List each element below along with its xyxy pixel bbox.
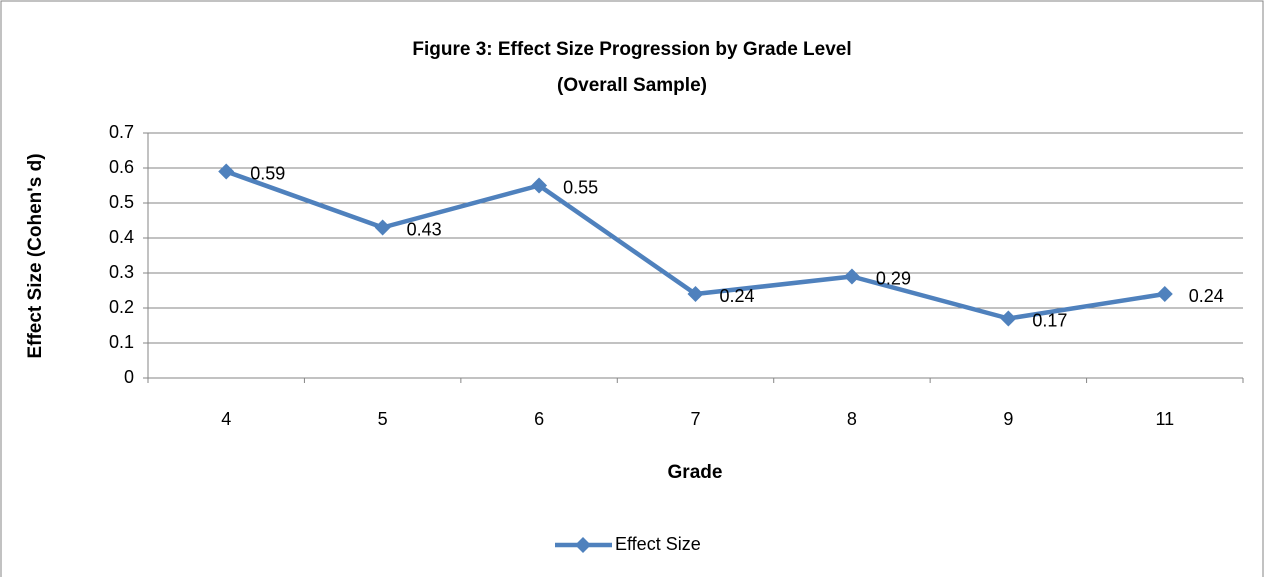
y-tick-label: 0.2 [109, 297, 134, 317]
marker [218, 163, 235, 180]
y-axis-title: Effect Size (Cohen's d) [25, 153, 46, 358]
data-label: 0.55 [563, 177, 598, 197]
y-tick-label: 0.6 [109, 157, 134, 177]
x-tick-label: 8 [847, 409, 857, 429]
marker [687, 286, 704, 302]
legend-label: Effect Size [615, 534, 701, 554]
data-label: 0.29 [876, 268, 911, 288]
marker [531, 177, 548, 194]
chart-subtitle: (Overall Sample) [557, 75, 707, 96]
data-label: 0.17 [1032, 310, 1067, 330]
y-tick-label: 0.3 [109, 262, 134, 282]
legend-marker [575, 537, 591, 553]
x-tick-label: 9 [1003, 409, 1013, 429]
chart-title: Figure 3: Effect Size Progression by Gra… [412, 39, 851, 60]
x-tick-label: 5 [378, 409, 388, 429]
data-label: 0.43 [407, 219, 442, 239]
x-axis-title: Grade [668, 462, 723, 483]
data-label: 0.59 [250, 163, 285, 183]
y-tick-label: 0.4 [109, 227, 134, 247]
x-tick-label: 4 [221, 409, 231, 429]
x-tick-label: 11 [1155, 409, 1174, 429]
y-tick-label: 0.7 [109, 122, 134, 142]
y-tick-label: 0.5 [109, 192, 134, 212]
y-tick-label: 0 [124, 367, 134, 387]
marker [374, 219, 391, 236]
data-label: 0.24 [1189, 286, 1224, 306]
marker [1000, 310, 1017, 327]
data-label: 0.24 [720, 286, 755, 306]
marker [1156, 286, 1173, 302]
y-tick-label: 0.1 [109, 332, 134, 352]
x-tick-label: 6 [534, 409, 544, 429]
marker [843, 268, 860, 285]
x-tick-label: 7 [690, 409, 700, 429]
